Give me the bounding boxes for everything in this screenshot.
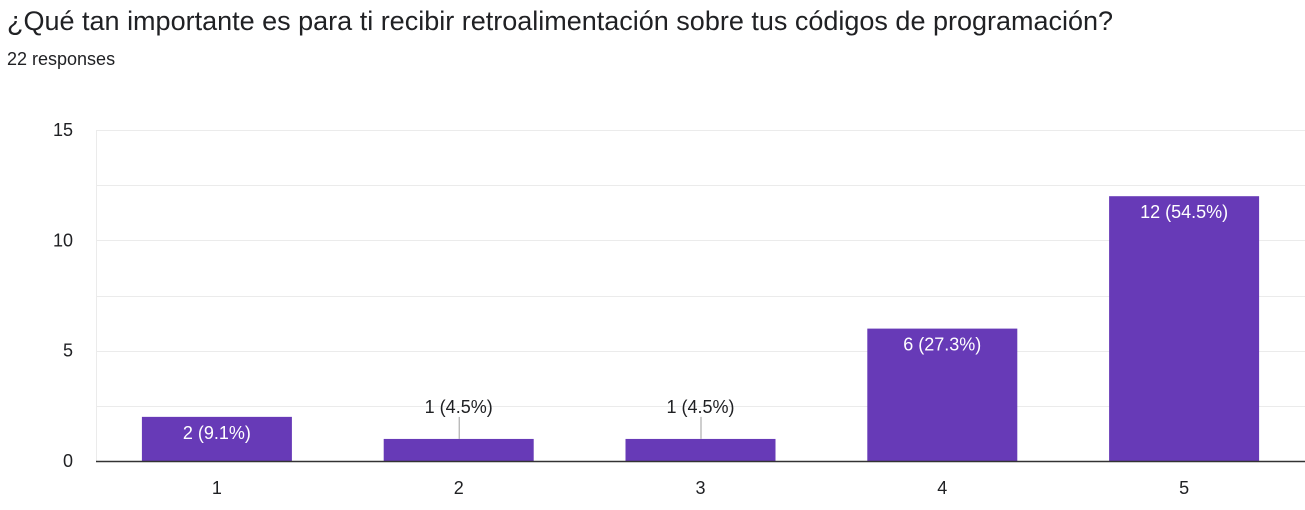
- bar-1: [141, 416, 292, 461]
- x-tick-label: 5: [1179, 478, 1189, 498]
- bar-2: [383, 438, 534, 461]
- x-tick-label: 3: [695, 478, 705, 498]
- data-label: 1 (4.5%): [666, 397, 734, 417]
- data-label: 12 (54.5%): [1140, 202, 1228, 222]
- bar-4: [867, 328, 1018, 461]
- x-tick-label: 2: [454, 478, 464, 498]
- x-tick-label: 4: [937, 478, 947, 498]
- data-label: 2 (9.1%): [183, 423, 251, 443]
- y-tick-label: 5: [63, 341, 73, 361]
- y-tick-label: 15: [53, 120, 73, 140]
- response-count: 22 responses: [7, 49, 116, 69]
- y-tick-label: 10: [53, 230, 73, 250]
- data-label: 1 (4.5%): [425, 397, 493, 417]
- question-title: ¿Qué tan importante es para ti recibir r…: [7, 6, 1114, 36]
- y-tick-label: 0: [63, 451, 73, 471]
- bar-5: [1109, 196, 1260, 461]
- x-tick-label: 1: [212, 478, 222, 498]
- data-label: 6 (27.3%): [903, 335, 981, 355]
- bar-3: [625, 438, 776, 461]
